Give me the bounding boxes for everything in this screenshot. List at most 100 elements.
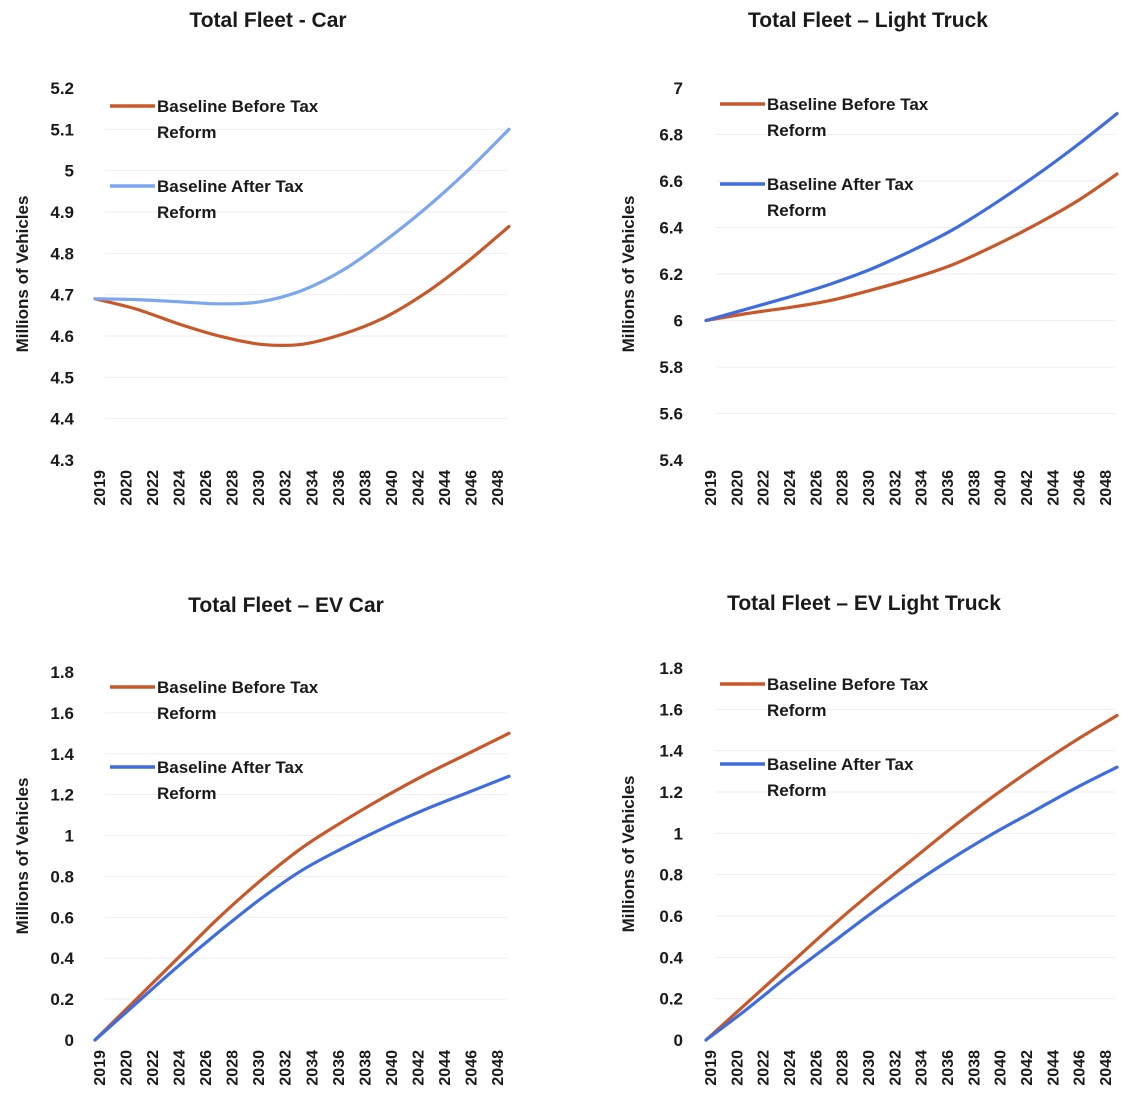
y-tick-label: 1 (65, 827, 74, 846)
y-tick-label: 1.4 (659, 742, 683, 761)
x-tick-label: 2048 (490, 1050, 507, 1086)
x-tick-label: 2022 (756, 470, 773, 506)
x-tick-label: 2040 (384, 470, 401, 506)
y-tick-label: 4.7 (50, 286, 74, 305)
legend-label: Baseline After Tax (157, 177, 304, 196)
y-tick-label: 6 (674, 312, 683, 331)
x-tick-label: 2040 (993, 470, 1010, 506)
legend-label: Reform (767, 201, 827, 220)
y-axis-label: Millions of Vehicles (619, 776, 638, 933)
x-tick-label: 2032 (887, 1050, 904, 1086)
x-tick-label: 2034 (304, 1050, 321, 1086)
x-tick-label: 2038 (357, 1050, 374, 1086)
x-tick-label: 2046 (463, 1050, 480, 1086)
legend-label: Reform (157, 123, 217, 142)
y-tick-label: 0.8 (659, 866, 683, 885)
y-tick-label: 1.2 (50, 786, 74, 805)
y-axis-label: Millions of Vehicles (13, 778, 32, 935)
x-tick-label: 2019 (92, 1050, 109, 1086)
y-tick-label: 6.2 (659, 265, 683, 284)
x-tick-label: 2036 (940, 470, 957, 506)
x-tick-label: 2044 (1045, 470, 1062, 506)
x-tick-label: 2038 (357, 470, 374, 506)
x-tick-label: 2032 (278, 1050, 295, 1086)
x-tick-label: 2038 (966, 470, 983, 506)
y-tick-label: 1.6 (659, 700, 683, 719)
x-tick-label: 2020 (119, 1050, 136, 1086)
legend-label: Baseline Before Tax (157, 97, 319, 116)
x-tick-label: 2036 (331, 1050, 348, 1086)
legend-label: Baseline After Tax (767, 755, 914, 774)
x-tick-label: 2030 (251, 1050, 268, 1086)
y-tick-label: 0 (65, 1031, 74, 1050)
x-tick-label: 2048 (1098, 1050, 1115, 1086)
x-tick-label: 2046 (463, 470, 480, 506)
series-line-2 (93, 774, 511, 1042)
x-tick-label: 2042 (410, 470, 427, 506)
y-tick-label: 4.9 (50, 203, 74, 222)
x-tick-label: 2020 (729, 470, 746, 506)
legend-label: Reform (157, 704, 217, 723)
legend-label: Baseline After Tax (767, 175, 914, 194)
x-tick-label: 2028 (225, 470, 242, 506)
x-tick-label: 2042 (1019, 1050, 1036, 1086)
x-tick-label: 2024 (782, 470, 799, 506)
x-tick-label: 2040 (384, 1050, 401, 1086)
y-axis-label: Millions of Vehicles (619, 196, 638, 353)
y-tick-label: 0.2 (659, 990, 683, 1009)
y-tick-label: 5.8 (659, 358, 683, 377)
x-tick-label: 2036 (940, 1050, 957, 1086)
y-tick-label: 6.8 (659, 126, 683, 145)
y-tick-label: 0.4 (659, 948, 683, 967)
x-tick-label: 2046 (1072, 1050, 1089, 1086)
series-line-1 (93, 731, 511, 1042)
y-tick-label: 0.6 (659, 907, 683, 926)
x-tick-label: 2046 (1072, 470, 1089, 506)
y-tick-label: 0.6 (50, 908, 74, 927)
y-tick-label: 7 (674, 79, 683, 98)
x-tick-label: 2019 (92, 470, 109, 506)
x-tick-label: 2022 (756, 1050, 773, 1086)
y-tick-label: 6.6 (659, 172, 683, 191)
series-line-2 (704, 112, 1119, 323)
legend-label: Reform (767, 781, 827, 800)
y-tick-label: 4.8 (50, 244, 74, 263)
y-tick-label: 1.2 (659, 783, 683, 802)
x-tick-label: 2024 (782, 1050, 799, 1086)
x-tick-label: 2044 (437, 1050, 454, 1086)
y-axis-label: Millions of Vehicles (13, 196, 32, 353)
legend-label: Baseline Before Tax (767, 95, 929, 114)
legend-label: Reform (767, 121, 827, 140)
y-tick-label: 0.8 (50, 867, 74, 886)
legend-label: Reform (157, 784, 217, 803)
x-tick-label: 2022 (145, 1050, 162, 1086)
y-tick-label: 5 (65, 162, 74, 181)
series-line-2 (704, 765, 1119, 1042)
y-tick-label: 4.3 (50, 451, 74, 470)
x-tick-label: 2030 (861, 470, 878, 506)
x-tick-label: 2024 (172, 1050, 189, 1086)
chart-title: Total Fleet – Light Truck (748, 9, 988, 32)
legend-label: Reform (157, 203, 217, 222)
chart-title: Total Fleet - Car (189, 9, 346, 32)
legend-label: Baseline Before Tax (157, 678, 319, 697)
x-tick-label: 2026 (808, 1050, 825, 1086)
x-tick-label: 2020 (729, 1050, 746, 1086)
x-tick-label: 2032 (278, 470, 295, 506)
y-tick-label: 1.8 (659, 659, 683, 678)
x-tick-label: 2034 (914, 470, 931, 506)
x-tick-label: 2034 (304, 470, 321, 506)
chart-title: Total Fleet – EV Car (188, 594, 384, 617)
x-tick-label: 2042 (1019, 470, 1036, 506)
x-tick-label: 2048 (1098, 470, 1115, 506)
x-tick-label: 2048 (490, 470, 507, 506)
x-tick-label: 2026 (808, 470, 825, 506)
x-tick-label: 2042 (410, 1050, 427, 1086)
y-tick-label: 5.1 (50, 120, 74, 139)
x-tick-label: 2019 (703, 1050, 720, 1086)
x-tick-label: 2020 (119, 470, 136, 506)
chart-panel-2: Total Fleet – Light Truck Millions of Veh… (619, 9, 1119, 506)
y-tick-label: 4.4 (50, 410, 74, 429)
series-line-1 (93, 224, 511, 348)
x-tick-label: 2034 (914, 1050, 931, 1086)
